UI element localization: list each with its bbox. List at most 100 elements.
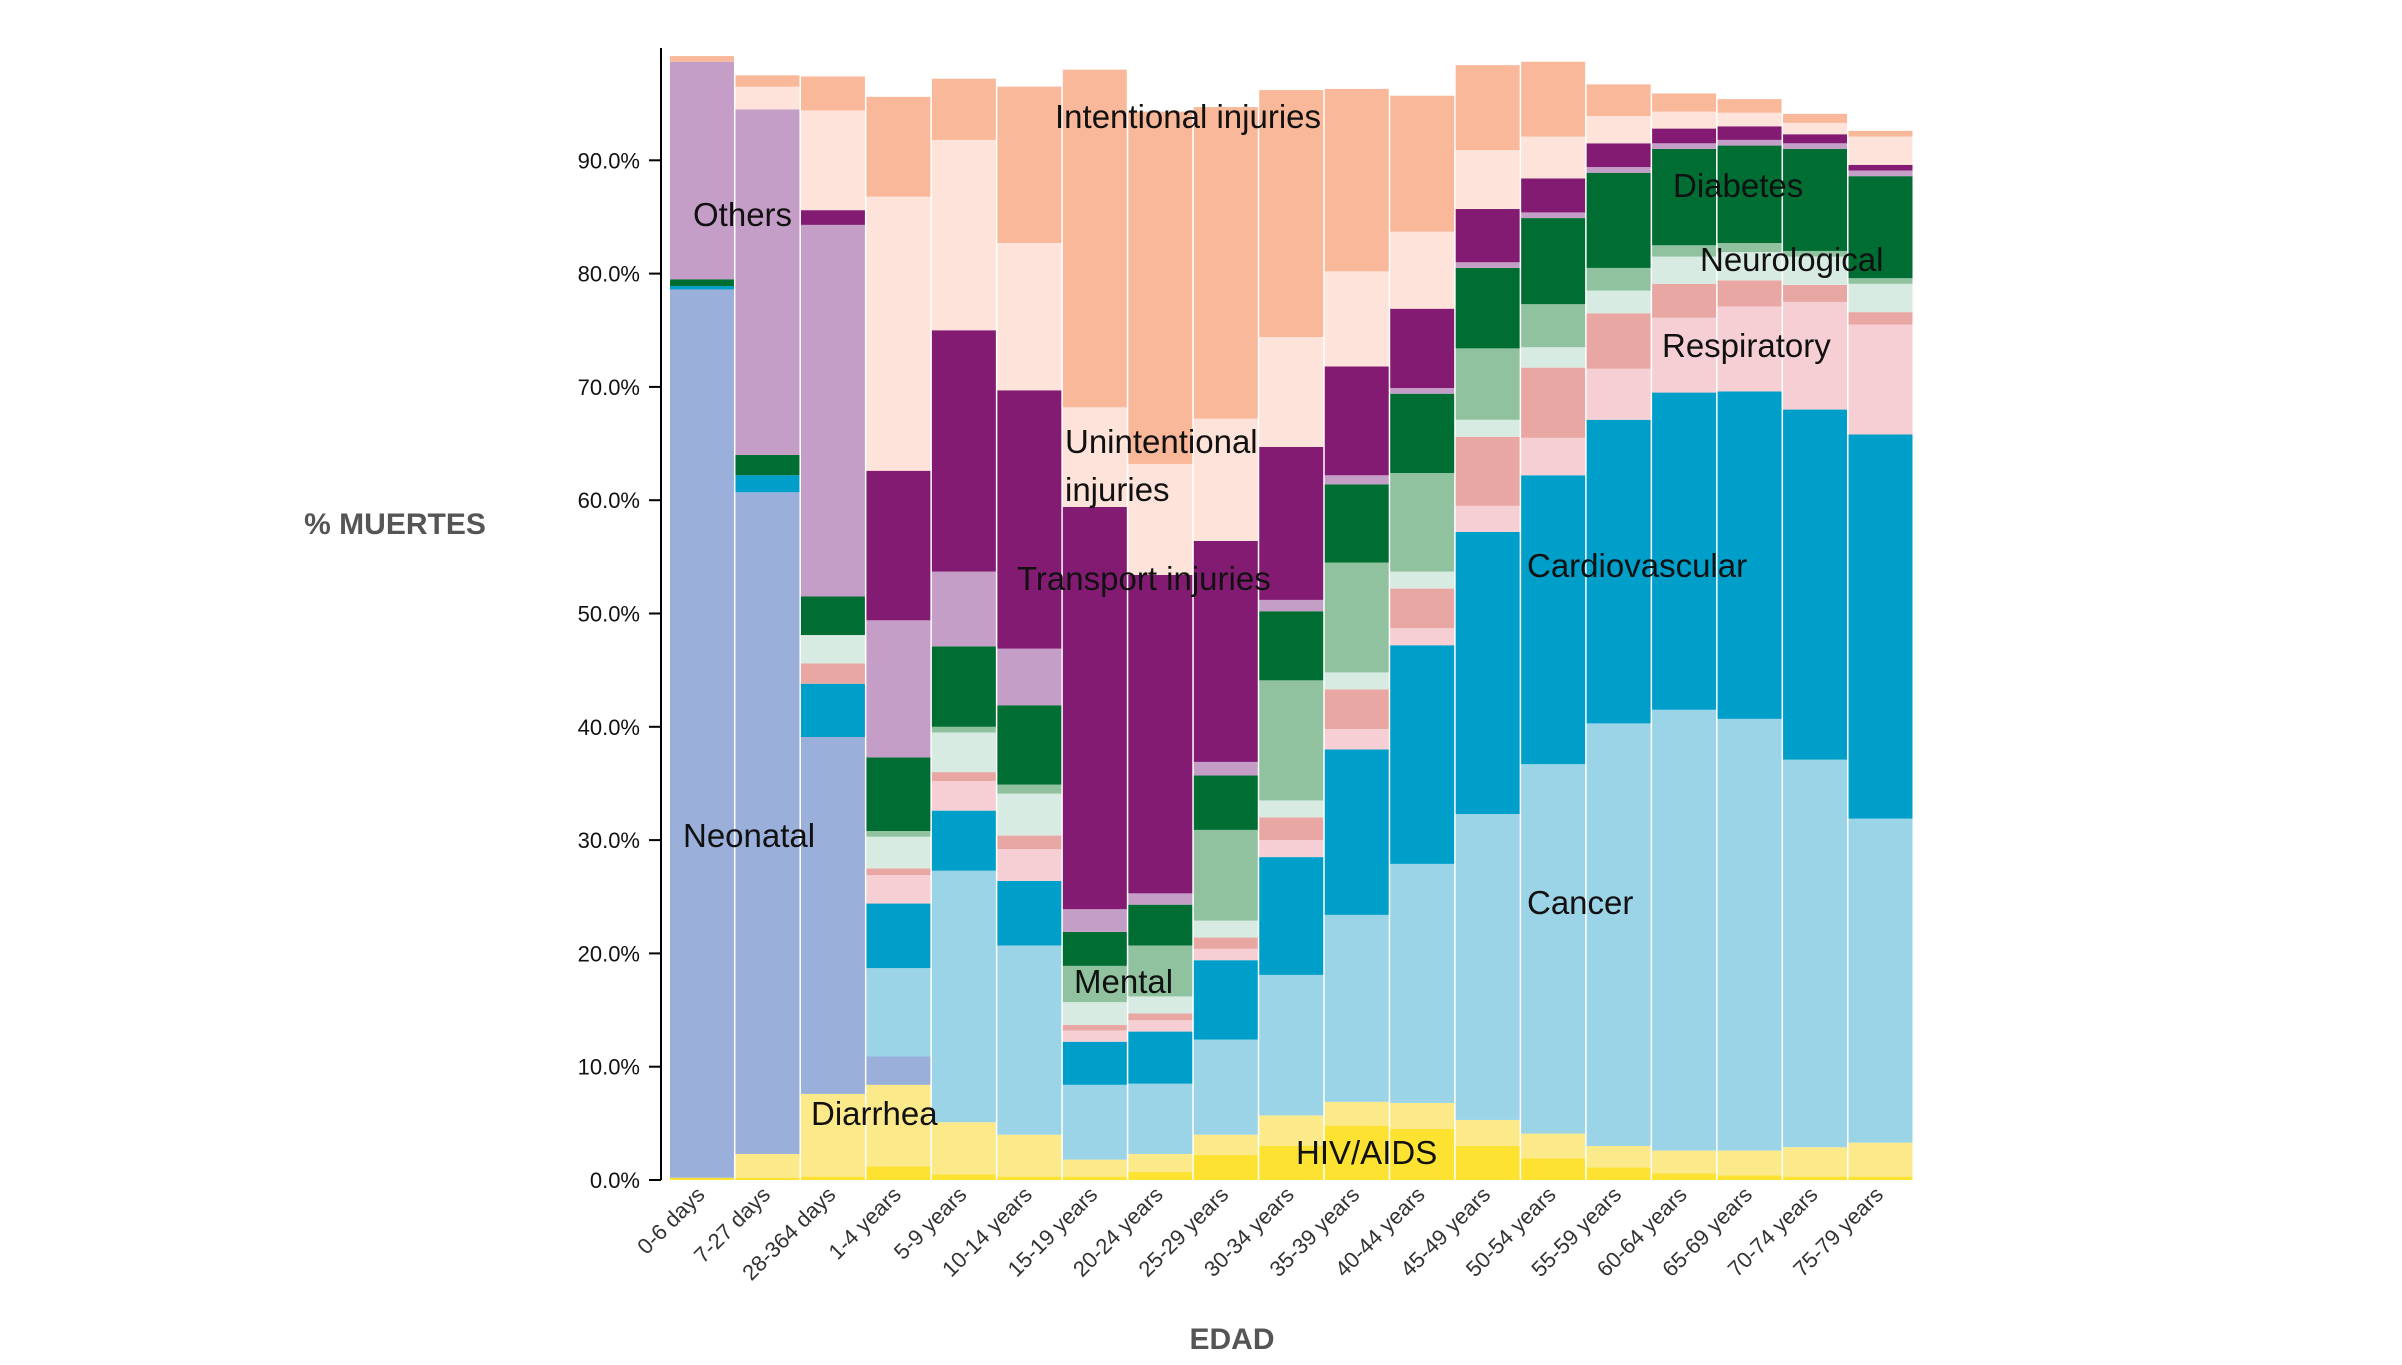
bar-segment-transport-18 [1848,164,1913,171]
bar-segment-others-11 [1390,388,1455,394]
bar-segment-diarrhea-10 [1324,1101,1389,1126]
bar-segment-cardiovascular-17 [1783,409,1848,760]
bar-segment-hiv-18 [1848,1176,1913,1180]
annotation-diabetes: Diabetes [1673,167,1803,204]
bar-segment-transport-3 [866,470,931,621]
bar-segment-transport-4 [931,330,996,572]
bar-segment-unintentional-13 [1521,136,1586,179]
bar-segment-unintentional-9 [1259,337,1324,447]
annotation-unintentional-2: injuries [1065,471,1170,508]
bar-segment-neurological-3 [866,836,931,869]
bar-segment-cancer-10 [1324,914,1389,1102]
bar-segment-mental-4 [931,726,996,733]
bar-segment-respiratory-4 [931,772,996,782]
bar-segment-hiv-12 [1455,1146,1520,1180]
bar-segment-diarrhea-15 [1652,1150,1717,1174]
bar-segment-transport-8 [1193,540,1258,762]
bar-segment-diabetes_kidney-3 [866,875,931,904]
bar-segment-intentional-3 [866,96,931,197]
bar-segment-diabetes-18 [1848,176,1913,279]
y-tick-label: 60.0% [578,488,640,513]
bar-segment-cardiovascular-9 [1259,857,1324,975]
bar-segment-diabetes_kidney-10 [1324,729,1389,750]
y-tick-label: 30.0% [578,828,640,853]
bar-segment-cardiovascular-11 [1390,645,1455,864]
bar-segment-diabetes_kidney-8 [1193,948,1258,961]
bar-segment-others-7 [1128,893,1193,905]
bar-segment-others-6 [1062,909,1127,932]
bar-segment-unintentional-17 [1783,122,1848,135]
x-axis-label: EDAD [1189,1323,1274,1356]
bar-segment-respiratory-15 [1652,283,1717,318]
bar-segment-intentional-17 [1783,113,1848,123]
bar-segment-diabetes_kidney-7 [1128,1020,1193,1032]
bar-segment-cancer-8 [1193,1039,1258,1135]
bar-segment-transport-16 [1717,126,1782,140]
bar-segment-transport-17 [1783,134,1848,144]
annotation-transport: Transport injuries [1017,560,1271,597]
y-tick-label: 20.0% [578,941,640,966]
bar-segment-hiv-15 [1652,1173,1717,1180]
bar-segment-cancer-4 [931,870,996,1123]
bar-segment-cardiovascular-2 [800,683,865,737]
bar-segment-diabetes-0 [670,279,734,287]
bar-segment-neonatal-3 [866,1056,931,1085]
bar-segment-others-10 [1324,475,1389,485]
y-tick-label: 10.0% [578,1055,640,1080]
bar-segment-others-12 [1455,262,1520,268]
bar-segment-mental-6 [1062,965,1127,1003]
bar-segment-respiratory-13 [1521,367,1586,438]
annotation-cancer: Cancer [1527,884,1633,921]
bar-segment-others-1 [735,109,800,455]
bar-segment-diabetes-1 [735,454,800,476]
bar-segment-respiratory-7 [1128,1013,1193,1021]
bar-segment-neurological-14 [1586,290,1651,314]
bar-segment-hiv-11 [1390,1129,1455,1180]
annotation-others: Others [693,196,792,233]
bar-segment-mental-16 [1717,243,1782,253]
bar-segment-others-8 [1193,761,1258,776]
bar-segment-cardiovascular-13 [1521,475,1586,765]
bar-segment-diarrhea-9 [1259,1115,1324,1147]
bar-segment-mental-18 [1848,278,1913,284]
bar-segment-respiratory-11 [1390,588,1455,629]
bar-segment-others-5 [997,648,1062,706]
bar-segment-diarrhea-13 [1521,1133,1586,1159]
bar-segment-neurological-6 [1062,1002,1127,1025]
bar-segment-neurological-11 [1390,571,1455,589]
bar-segment-hiv-4 [931,1174,996,1180]
bar-segment-cancer-13 [1521,764,1586,1134]
bar-segment-unintentional-3 [866,196,931,471]
bar-segment-unintentional-1 [735,86,800,110]
bar-segment-transport-12 [1455,209,1520,263]
bar-segment-diarrhea-4 [931,1122,996,1175]
bar-segment-diabetes-4 [931,646,996,727]
bar-segment-mental-13 [1521,304,1586,348]
bar-segment-others-18 [1848,170,1913,177]
bar-segment-mental-15 [1652,245,1717,257]
bar-segment-unintentional-4 [931,139,996,331]
bar-segment-others-3 [866,620,931,758]
bar-segment-intentional-12 [1455,65,1520,151]
bar-segment-cancer-6 [1062,1084,1127,1160]
bar-segment-diabetes_kidney-14 [1586,368,1651,420]
bar-segment-neurological-5 [997,793,1062,836]
bar-segment-unintentional-12 [1455,150,1520,210]
bar-segment-diabetes-9 [1259,611,1324,681]
bar-segment-intentional-13 [1521,61,1586,137]
bar-segment-unintentional-7 [1128,463,1193,575]
bar-segment-others-16 [1717,139,1782,146]
bar-segment-unintentional-16 [1717,112,1782,127]
bar-segment-intentional-2 [800,76,865,111]
bar-segment-diarrhea-2 [800,1093,865,1177]
bar-segment-diarrhea-8 [1193,1134,1258,1156]
bar-segment-hiv-6 [1062,1176,1127,1180]
bar-segment-cancer-7 [1128,1083,1193,1154]
bar-segment-mental-12 [1455,348,1520,420]
bar-segment-unintentional-5 [997,243,1062,391]
bars-layer [670,56,1913,1180]
bar-segment-cancer-12 [1455,814,1520,1120]
bar-segment-others-9 [1259,599,1324,612]
bar-segment-intentional-14 [1586,84,1651,117]
